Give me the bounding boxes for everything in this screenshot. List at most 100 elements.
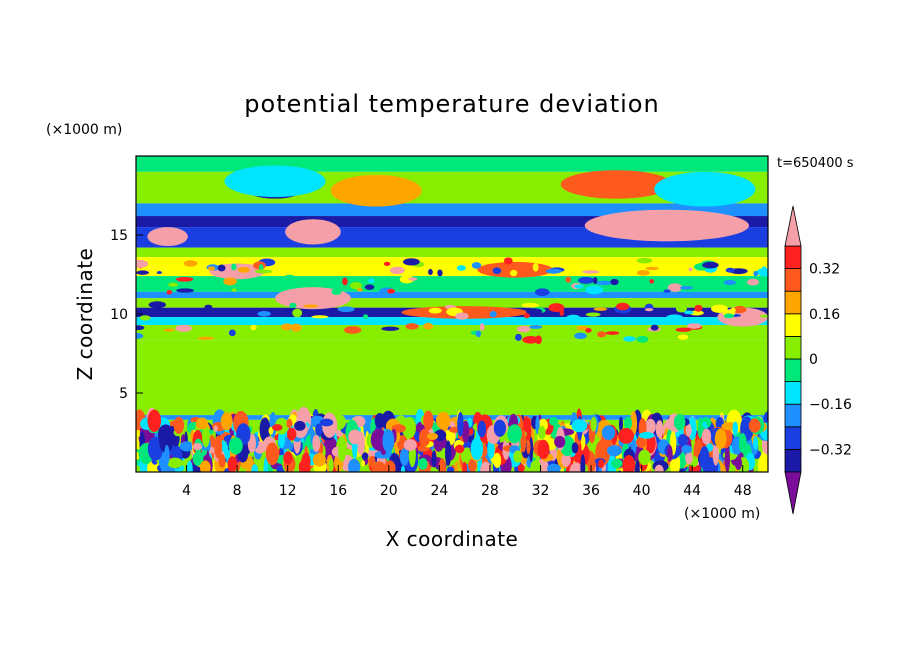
turbulence-cell [714, 428, 727, 450]
y-tick-label: 5 [119, 386, 128, 402]
turbulence-cell [469, 428, 474, 436]
turbulence-cell [173, 416, 185, 434]
colorbar-box [784, 358, 802, 383]
colorbar-bottom-arrow [784, 471, 802, 515]
contour-speckle [585, 312, 601, 317]
contour-speckle [565, 314, 581, 322]
turbulence-cell [419, 428, 431, 447]
turbulence-cell [446, 466, 455, 472]
contour-speckle [605, 331, 620, 335]
colorbar-box [784, 403, 802, 428]
contour-speckle [387, 288, 396, 294]
contour-layer [136, 340, 768, 416]
y-tick-label: 10 [110, 307, 128, 323]
turbulence-cell [697, 417, 703, 439]
contour-speckle [747, 278, 760, 286]
contour-speckle [136, 332, 144, 340]
turbulence-cell [361, 460, 366, 467]
turbulence-cell [192, 451, 204, 466]
contour-speckle [574, 284, 584, 289]
x-tick-label: 24 [430, 483, 448, 499]
colorbar-box [784, 245, 802, 270]
turbulence-cell [701, 428, 712, 445]
boundary-layer-turbulence [136, 257, 768, 472]
contour-speckle [183, 260, 198, 267]
turbulence-cell [681, 444, 693, 454]
turbulence-cell [431, 450, 437, 468]
contour-speckle [280, 323, 293, 331]
contour-speckle [623, 336, 636, 342]
contour-speckle [522, 336, 540, 344]
y-axis-unit: (×1000 m) [46, 122, 122, 138]
contour-speckle [136, 325, 145, 331]
contour-speckle [723, 313, 735, 319]
contour-speckle [228, 329, 236, 337]
contour-speckle [331, 288, 342, 296]
colorbar-tick-label: −0.32 [809, 442, 852, 458]
contour-feature [654, 171, 756, 207]
turbulence-cell [554, 435, 566, 448]
contour-speckle [686, 323, 702, 329]
contour-layer [136, 203, 768, 217]
colorbar-box [784, 268, 802, 292]
contour-layer [136, 291, 768, 299]
contour-speckle [529, 325, 543, 329]
contour-speckle [585, 328, 592, 333]
turbulence-cell [286, 418, 293, 429]
turbulence-cell [549, 416, 558, 426]
turbulence-cell [322, 436, 338, 463]
turbulence-cell [561, 453, 571, 467]
contour-speckle [514, 333, 522, 341]
contour-layer [136, 415, 768, 420]
x-tick-label: 32 [532, 483, 550, 499]
turbulence-cell [227, 456, 238, 472]
turbulence-cell [461, 420, 470, 443]
contour-speckle [516, 325, 531, 333]
contour-speckle [471, 262, 482, 269]
contour-speckle [475, 330, 481, 338]
contour-speckle [725, 267, 735, 273]
turbulence-cell [445, 440, 452, 467]
turbulence-cell [630, 410, 638, 436]
turbulence-cell [477, 420, 487, 438]
contour-speckle [175, 324, 192, 332]
contour-speckle [578, 276, 594, 284]
turbulence-cell [520, 429, 527, 453]
contour-speckle [636, 257, 653, 264]
turbulence-cell [635, 460, 640, 472]
turbulence-cell [601, 425, 616, 441]
contour-speckle [759, 314, 768, 318]
contour-speckle [756, 268, 768, 277]
contour-speckle [679, 286, 693, 290]
contour-speckle [616, 302, 630, 311]
turbulence-cell [319, 418, 334, 427]
turbulence-cell [537, 439, 550, 460]
contour-speckle [292, 308, 303, 318]
turbulence-cell [677, 433, 688, 448]
turbulence-cell [724, 446, 731, 472]
contour-speckle [675, 327, 692, 332]
contour-speckle [163, 328, 175, 332]
contour-speckle [303, 304, 319, 308]
turbulence-cell [685, 451, 693, 465]
turbulence-cell [530, 459, 542, 472]
contour-speckle [136, 270, 149, 275]
turbulence-cell [685, 423, 692, 437]
contour-speckle [368, 278, 375, 284]
turbulence-cell [748, 418, 761, 433]
contour-speckle [168, 282, 178, 287]
contour-speckle [343, 326, 362, 334]
contour-speckle [526, 308, 543, 316]
contour-speckle [650, 324, 659, 331]
turbulence-cell [493, 419, 506, 437]
contour-layer [136, 247, 768, 258]
contour-feature [224, 165, 326, 198]
contour-speckle [665, 314, 684, 322]
contour-speckle [658, 278, 668, 282]
turbulence-cell [738, 433, 747, 454]
turbulence-cell [435, 412, 451, 430]
contour-speckle [677, 334, 689, 340]
contour-layer [136, 298, 768, 308]
x-tick-label: 28 [481, 483, 499, 499]
contour-speckle [711, 304, 728, 314]
